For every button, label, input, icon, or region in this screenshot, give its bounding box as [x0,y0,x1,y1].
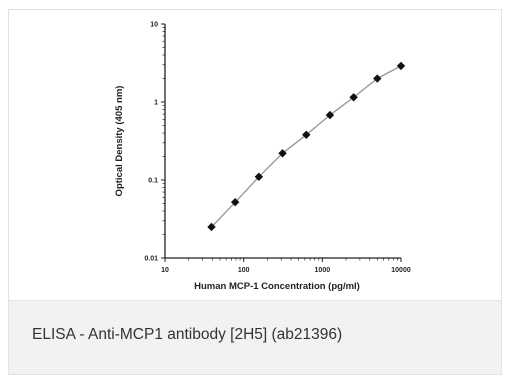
figure-caption: ELISA - Anti-MCP1 antibody [2H5] (ab2139… [32,326,343,343]
x-tick-label: 10000 [391,267,411,274]
series-line [210,65,402,228]
figure-card: 0.01 0.1 1 10 10 100 1000 10000 Optical Density… [8,9,502,375]
y-tick-label: 0.1 [148,178,158,185]
axes-layer [164,24,401,259]
data-point-diamond [278,149,287,158]
data-point-diamond [373,74,382,83]
data-point-diamond [302,130,311,139]
x-tick-label: 100 [238,267,250,274]
x-tick-label: 10 [161,267,169,274]
tick-layer: 0.01 0.1 1 10 10 100 1000 10000 [144,22,410,275]
chart-area: 0.01 0.1 1 10 10 100 1000 10000 Optical Density… [9,10,501,300]
x-axis-title: Human MCP-1 Concentration (pg/ml) [194,281,360,292]
y-tick-label: 1 [154,100,158,107]
y-axis-title: Optical Density (405 nm) [114,86,125,197]
chart-svg: 0.01 0.1 1 10 10 100 1000 10000 Optical Density… [114,22,411,293]
y-tick-label: 0.01 [144,256,158,263]
data-point-diamond [349,93,358,102]
y-tick-label: 10 [150,22,158,29]
data-point-diamond [325,110,335,120]
x-tick-label: 1000 [315,267,331,274]
data-point-diamond [207,222,216,232]
data-points-layer [207,61,406,232]
data-point-diamond [396,61,406,71]
series-line-layer [210,65,402,228]
data-point-diamond [230,197,240,207]
caption-bar: ELISA - Anti-MCP1 antibody [2H5] (ab2139… [9,300,501,374]
